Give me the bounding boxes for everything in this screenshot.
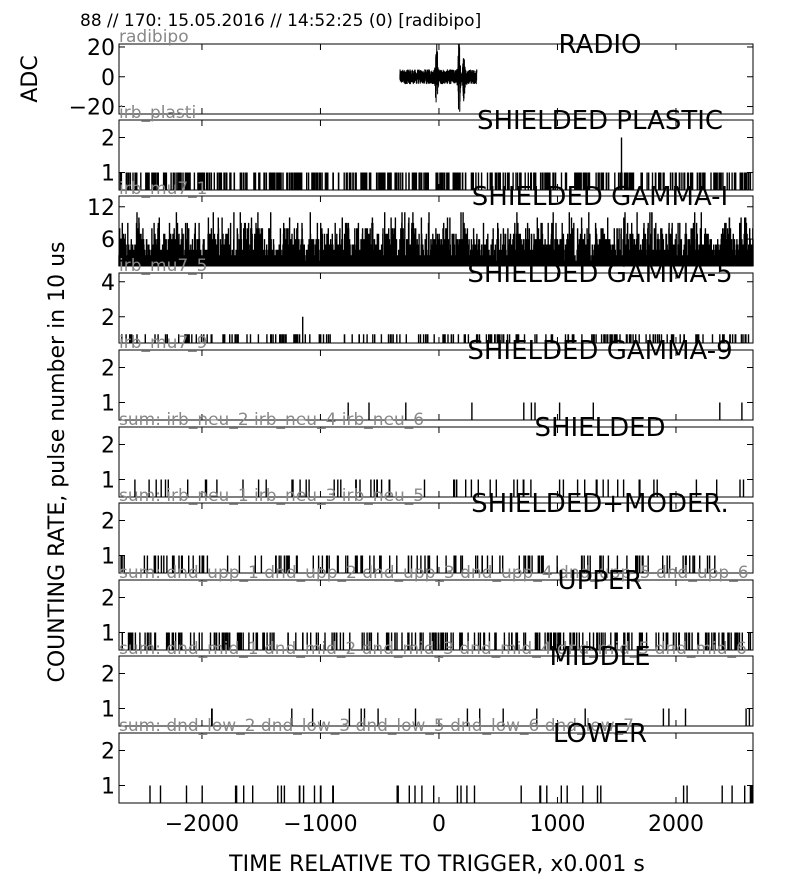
count-events xyxy=(347,402,743,420)
panel-shielded-gamma-9: 2 1 irb_mu7_9 SHIELDED GAMMA-9 xyxy=(101,333,754,421)
panel-shielded-gamma-i: 12 6 irb_mu7_1 SHIELDED GAMMA-I xyxy=(87,179,754,267)
count-events xyxy=(134,479,745,497)
count-events xyxy=(121,316,750,343)
panel-frame xyxy=(118,272,754,344)
y-tick-label: 2 xyxy=(101,510,115,535)
panel-lower: 2 1 sum: dnd_low_2 dnd_low_3 dnd_low_5 dnd… xyxy=(101,716,754,804)
y-tick-label: 2 xyxy=(101,663,115,688)
panel-title: SHIELDED GAMMA-9 xyxy=(467,336,732,366)
panel-source-label: irb_mu7_5 xyxy=(119,256,207,276)
y-tick-label: 2 xyxy=(101,357,115,382)
panel-source-label: irb_mu7_9 xyxy=(119,333,207,353)
count-events xyxy=(120,555,716,573)
panel-source-label: sum: irb_neu_1 irb_neu_3 irb_neu_5 xyxy=(119,486,424,506)
panel-source-label: irb_plasti xyxy=(119,103,196,123)
y-tick-label: 2 xyxy=(101,434,115,459)
y-tick-label: 1 xyxy=(101,469,115,494)
x-tick-label: −2000 xyxy=(165,812,239,837)
panel-shielded-plastic: 2 1 irb_plasti SHIELDED PLASTIC xyxy=(101,103,754,191)
panel-title: SHIELDED PLASTIC xyxy=(477,106,723,136)
panel-shielded-moder-: 2 1 sum: irb_neu_1 irb_neu_3 irb_neu_5 SHIE… xyxy=(101,486,754,574)
y-axis-label-counting-rate: COUNTING RATE, pulse number in 10 us xyxy=(45,241,70,682)
count-events xyxy=(118,212,754,266)
y-tick-label: 4 xyxy=(101,271,115,296)
panel-shielded: 2 1 sum: irb_neu_2 irb_neu_4 irb_neu_6 SHIE… xyxy=(101,410,754,498)
x-tick-label: 1000 xyxy=(529,812,585,837)
y-tick-label: 0 xyxy=(101,66,115,91)
panel-source-label: sum: irb_neu_2 irb_neu_4 irb_neu_6 xyxy=(119,410,424,430)
figure-header: 88 // 170: 15.05.2016 // 14:52:25 (0) [r… xyxy=(80,11,481,31)
panel-frame xyxy=(118,426,754,498)
count-events xyxy=(149,785,753,803)
panel-title: SHIELDED GAMMA-5 xyxy=(467,259,732,289)
y-tick-label: 1 xyxy=(101,775,115,800)
x-tick-label: 0 xyxy=(432,812,446,837)
y-tick-label: 1 xyxy=(101,698,115,723)
panel-shielded-gamma-5: 4 2 irb_mu7_5 SHIELDED GAMMA-5 xyxy=(101,256,754,344)
panel-title: RADIO xyxy=(559,30,642,60)
panel-title: SHIELDED xyxy=(534,413,665,443)
panel-frame xyxy=(118,349,754,421)
panel-upper: 2 1 sum: dnd_upp_1 dnd_upp_2 dnd_upp_3 dnd… xyxy=(101,563,754,651)
panel-frame xyxy=(118,502,754,574)
count-events xyxy=(121,632,752,650)
y-tick-label: 2 xyxy=(101,127,115,152)
panel-source-label: irb_mu7_1 xyxy=(119,179,207,199)
panel-radio: 20 0 −20 radibipo RADIO xyxy=(69,27,754,121)
y-tick-label: 12 xyxy=(87,196,115,221)
panel-frame xyxy=(118,43,754,115)
count-events xyxy=(211,708,751,726)
panel-source-label: radibipo xyxy=(119,27,189,47)
y-tick-label: 1 xyxy=(101,162,115,187)
panel-frame xyxy=(118,655,754,727)
panel-middle: 2 1 sum: dnd_mid_1 dnd_mid_2 dnd_mid_3 dnd… xyxy=(101,639,754,727)
x-axis-label: TIME RELATIVE TO TRIGGER, x0.001 s xyxy=(228,852,645,877)
y-tick-label: −20 xyxy=(69,96,115,121)
y-tick-label: 1 xyxy=(101,622,115,647)
x-tick-label: 2000 xyxy=(648,812,704,837)
y-tick-label: 2 xyxy=(101,587,115,612)
y-tick-label: 6 xyxy=(101,228,115,253)
x-tick-labels: −2000 −1000 0 1000 2000 xyxy=(165,812,704,837)
y-tick-label: 2 xyxy=(101,740,115,765)
y-tick-label: 1 xyxy=(101,545,115,570)
panel-title: MIDDLE xyxy=(549,642,650,672)
panel-title: SHIELDED+MODER. xyxy=(471,489,729,519)
panel-frame xyxy=(118,732,754,804)
count-events xyxy=(119,137,752,190)
panel-title: UPPER xyxy=(558,566,643,596)
y-tick-label: 1 xyxy=(101,392,115,417)
radio-waveform xyxy=(399,43,478,112)
panel-source-label: sum: dnd_upp_1 dnd_upp_2 dnd_upp_3 dnd_u… xyxy=(119,563,749,583)
panel-title: LOWER xyxy=(553,719,647,749)
y-tick-label: 20 xyxy=(87,36,115,61)
panel-title: SHIELDED GAMMA-I xyxy=(472,182,728,212)
y-tick-label: 2 xyxy=(101,306,115,331)
y-axis-label-adc: ADC xyxy=(18,55,43,102)
panel-source-label: sum: dnd_mid_1 dnd_mid_2 dnd_mid_3 dnd_m… xyxy=(119,639,747,659)
x-tick-label: −1000 xyxy=(283,812,357,837)
panel-source-label: sum: dnd_low_2 dnd_low_3 dnd_low_5 dnd_l… xyxy=(119,716,634,736)
